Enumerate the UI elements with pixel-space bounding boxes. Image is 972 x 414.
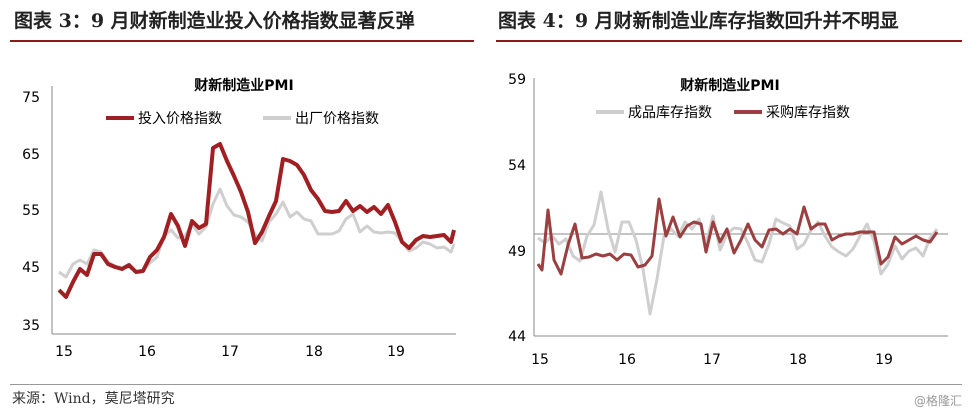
watermark: @格隆汇: [913, 394, 962, 408]
figure-3-title: 图表 3：9 月财新制造业投入价格指数显著反弹: [14, 10, 415, 32]
x-tick-label: 16: [138, 344, 156, 360]
y-tick-label: 75: [22, 90, 40, 106]
x-tick-label: 17: [703, 352, 721, 368]
figure-4-title: 图表 4：9 月财新制造业库存指数回升并不明显: [498, 10, 899, 32]
y-tick-label: 54: [508, 158, 526, 174]
y-tick-label: 44: [508, 329, 526, 345]
series-line-purchase-inventory: [536, 197, 939, 276]
chart-title: 财新制造业PMI: [193, 77, 293, 94]
x-tick-label: 16: [618, 352, 636, 368]
footer-rule: [10, 384, 962, 385]
y-tick-label: 55: [22, 203, 40, 219]
y-tick-label: 65: [22, 147, 40, 163]
x-tick-label: 15: [55, 344, 73, 360]
x-tick-label: 17: [221, 344, 239, 360]
y-tick-label: 49: [508, 244, 526, 260]
title-rule-left: [10, 40, 474, 42]
x-tick-label: 18: [789, 352, 807, 368]
y-tick-label: 59: [508, 72, 526, 88]
legend-label-purchase-inventory: 采购库存指数: [766, 105, 850, 121]
series-line-input-price: [57, 142, 456, 299]
x-tick-label: 18: [305, 344, 323, 360]
x-tick-label: 15: [531, 352, 549, 368]
legend-label-input-price: 投入价格指数: [138, 111, 222, 127]
legend-label-finished-inventory: 成品库存指数: [628, 105, 712, 121]
x-tick-label: 19: [387, 344, 405, 360]
inventory-index-chart: 财新制造业PMI 成品库存指数 采购库存指数 59 54 49 44 15 16…: [508, 72, 948, 368]
series-line-output-price: [58, 187, 456, 279]
y-tick-label: 45: [22, 260, 40, 276]
title-rule-right: [496, 40, 962, 42]
legend-label-output-price: 出厂价格指数: [295, 111, 379, 127]
x-tick-label: 19: [875, 352, 893, 368]
y-tick-label: 35: [22, 318, 40, 334]
chart-title: 财新制造业PMI: [679, 77, 779, 94]
source-note: 来源：Wind，莫尼塔研究: [12, 391, 175, 407]
price-index-chart: 财新制造业PMI 投入价格指数 出厂价格指数 75 65 55 45 35 15…: [22, 77, 456, 360]
